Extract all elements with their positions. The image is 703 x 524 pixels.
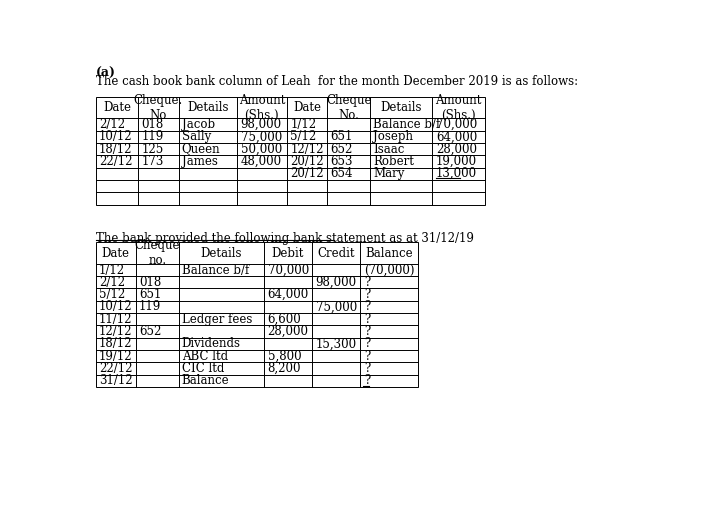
Text: 11/12: 11/12 xyxy=(98,313,132,326)
Text: CIC ltd: CIC ltd xyxy=(181,362,224,375)
Text: 654: 654 xyxy=(330,167,353,180)
Text: 64,000: 64,000 xyxy=(268,288,309,301)
Text: Dividends: Dividends xyxy=(181,337,240,351)
Text: 22/12: 22/12 xyxy=(98,155,132,168)
Text: Cheque
No.: Cheque No. xyxy=(326,94,371,122)
Text: The bank provided the following bank statement as at 31/12/19: The bank provided the following bank sta… xyxy=(96,232,474,245)
Text: 5,800: 5,800 xyxy=(268,350,302,363)
Text: 119: 119 xyxy=(139,300,161,313)
Text: Cheque
no.: Cheque no. xyxy=(134,239,180,267)
Text: 125: 125 xyxy=(141,143,164,156)
Text: Robert: Robert xyxy=(373,155,414,168)
Text: 70,000: 70,000 xyxy=(436,118,477,131)
Text: ?: ? xyxy=(363,337,370,351)
Text: 651: 651 xyxy=(139,288,162,301)
Text: 31/12: 31/12 xyxy=(98,374,132,387)
Text: Balance: Balance xyxy=(181,374,229,387)
Text: Details: Details xyxy=(187,101,228,114)
Text: 18/12: 18/12 xyxy=(98,337,132,351)
Text: 28,000: 28,000 xyxy=(268,325,309,338)
Text: 652: 652 xyxy=(139,325,162,338)
Text: Amount
(Shs.): Amount (Shs.) xyxy=(239,94,285,122)
Text: 10/12: 10/12 xyxy=(98,300,132,313)
Text: Balance: Balance xyxy=(365,247,413,259)
Text: 018: 018 xyxy=(139,276,161,289)
Text: 50,000: 50,000 xyxy=(240,143,282,156)
Text: 651: 651 xyxy=(330,130,353,143)
Text: 64,000: 64,000 xyxy=(436,130,477,143)
Text: Amount
(Shs.): Amount (Shs.) xyxy=(435,94,482,122)
Text: 48,000: 48,000 xyxy=(240,155,282,168)
Text: ?: ? xyxy=(363,313,370,326)
Text: ?: ? xyxy=(363,325,370,338)
Text: 19,000: 19,000 xyxy=(436,155,477,168)
Text: Credit: Credit xyxy=(317,247,354,259)
Text: 653: 653 xyxy=(330,155,353,168)
Text: 70,000: 70,000 xyxy=(268,264,309,277)
Text: Jacob: Jacob xyxy=(181,118,215,131)
Text: 6,600: 6,600 xyxy=(268,313,302,326)
Text: 19/12: 19/12 xyxy=(98,350,132,363)
Text: 20/12: 20/12 xyxy=(290,155,324,168)
Text: Sally: Sally xyxy=(181,130,211,143)
Text: 1/12: 1/12 xyxy=(290,118,316,131)
Text: Balance b/f: Balance b/f xyxy=(181,264,249,277)
Text: 75,000: 75,000 xyxy=(240,130,282,143)
Text: Ledger fees: Ledger fees xyxy=(181,313,252,326)
Text: Balance b/f: Balance b/f xyxy=(373,118,440,131)
Text: Debit: Debit xyxy=(271,247,304,259)
Text: 652: 652 xyxy=(330,143,353,156)
Text: ?: ? xyxy=(363,350,370,363)
Text: Details: Details xyxy=(200,247,242,259)
Text: 20/12: 20/12 xyxy=(290,167,324,180)
Text: 5/12: 5/12 xyxy=(98,288,125,301)
Text: Date: Date xyxy=(102,247,130,259)
Text: Details: Details xyxy=(380,101,422,114)
Text: 75,000: 75,000 xyxy=(316,300,357,313)
Text: 119: 119 xyxy=(141,130,164,143)
Text: 12/12: 12/12 xyxy=(98,325,132,338)
Bar xyxy=(96,97,484,204)
Text: (a): (a) xyxy=(96,67,115,80)
Text: 13,000: 13,000 xyxy=(436,167,477,180)
Text: 10/12: 10/12 xyxy=(98,130,132,143)
Text: Date: Date xyxy=(103,101,131,114)
Text: 2/12: 2/12 xyxy=(98,118,125,131)
Text: 12/12: 12/12 xyxy=(290,143,323,156)
Text: ?: ? xyxy=(363,362,370,375)
Text: (70,000): (70,000) xyxy=(363,264,414,277)
Text: 98,000: 98,000 xyxy=(240,118,282,131)
Text: 2/12: 2/12 xyxy=(98,276,125,289)
Text: ?: ? xyxy=(363,300,370,313)
Text: Date: Date xyxy=(293,101,321,114)
Bar xyxy=(96,242,418,387)
Text: 173: 173 xyxy=(141,155,164,168)
Text: 28,000: 28,000 xyxy=(436,143,477,156)
Text: 8,200: 8,200 xyxy=(268,362,301,375)
Text: Queen: Queen xyxy=(181,143,220,156)
Text: ?: ? xyxy=(363,374,370,387)
Text: James: James xyxy=(181,155,217,168)
Text: ?: ? xyxy=(363,276,370,289)
Text: 5/12: 5/12 xyxy=(290,130,316,143)
Text: 018: 018 xyxy=(141,118,164,131)
Text: 22/12: 22/12 xyxy=(98,362,132,375)
Text: 98,000: 98,000 xyxy=(316,276,357,289)
Text: Joseph: Joseph xyxy=(373,130,413,143)
Text: Isaac: Isaac xyxy=(373,143,404,156)
Text: 15,300: 15,300 xyxy=(316,337,357,351)
Text: The cash book bank column of Leah  for the month December 2019 is as follows:: The cash book bank column of Leah for th… xyxy=(96,75,578,88)
Text: 1/12: 1/12 xyxy=(98,264,125,277)
Text: ?: ? xyxy=(363,288,370,301)
Text: Cheque.
No: Cheque. No xyxy=(134,94,183,122)
Text: 18/12: 18/12 xyxy=(98,143,132,156)
Text: ABC ltd: ABC ltd xyxy=(181,350,228,363)
Text: Mary: Mary xyxy=(373,167,404,180)
